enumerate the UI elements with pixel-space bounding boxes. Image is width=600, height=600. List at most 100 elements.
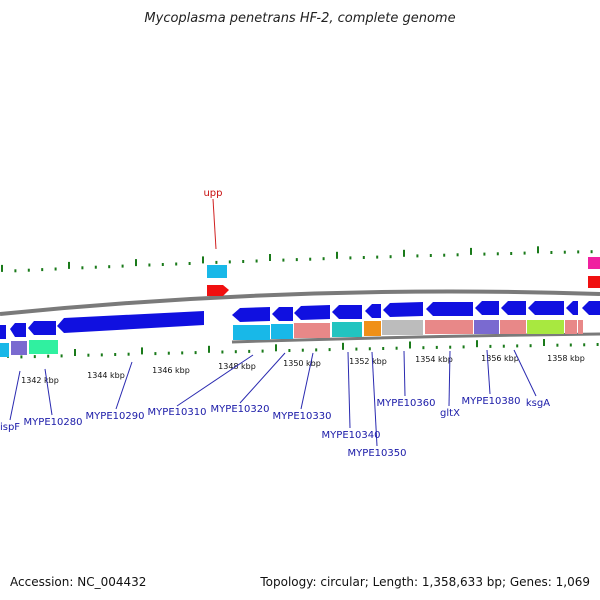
- cog-block-edge: [588, 257, 600, 269]
- cog-block: [271, 324, 293, 339]
- minor-tick: [496, 252, 499, 256]
- minor-tick: [328, 348, 331, 352]
- connector-MYPE10380: [486, 349, 491, 395]
- scale-labels: 1342 kbp 1344 kbp 1346 kbp 1348 kbp 1350…: [21, 354, 585, 385]
- minor-tick: [583, 343, 586, 347]
- minor-tick: [228, 260, 231, 264]
- major-tick: [336, 251, 338, 259]
- minor-tick: [596, 343, 599, 346]
- minor-tick: [154, 352, 157, 356]
- connector-MYPE10360: [403, 350, 406, 397]
- gene-label-gltX: gltX: [440, 408, 460, 419]
- cds-arrow: [582, 301, 600, 315]
- gene-label-MYPE10310: MYPE10310: [148, 407, 207, 418]
- major-tick: [68, 261, 70, 269]
- minor-tick: [221, 350, 224, 354]
- minor-tick: [529, 344, 532, 348]
- minor-tick: [309, 257, 312, 261]
- minor-tick: [322, 257, 325, 261]
- minor-tick: [20, 355, 23, 359]
- minor-tick: [261, 349, 264, 353]
- minor-tick: [54, 267, 57, 271]
- cds-arrow: [57, 311, 204, 333]
- minor-tick: [60, 354, 63, 358]
- minor-tick: [563, 250, 566, 254]
- scale-label: 1342 kbp: [21, 376, 59, 385]
- minor-tick: [234, 350, 237, 354]
- gene-label-MYPE10320: MYPE10320: [211, 404, 270, 415]
- minor-tick: [114, 353, 117, 356]
- scale-label: 1356 kbp: [481, 354, 519, 363]
- minor-tick: [462, 345, 465, 349]
- minor-tick: [395, 346, 398, 350]
- cog-block-upp: [207, 265, 227, 278]
- minor-tick: [489, 344, 492, 348]
- minor-tick: [449, 345, 452, 349]
- major-tick: [208, 345, 210, 353]
- minor-tick: [27, 268, 30, 272]
- gene-label-MYPE10360: MYPE10360: [377, 398, 436, 409]
- major-tick: [342, 342, 344, 350]
- minor-tick: [161, 263, 164, 266]
- major-tick: [275, 344, 277, 352]
- major-tick: [476, 340, 478, 348]
- cog-blocks: [0, 320, 583, 357]
- cog-block: [364, 321, 381, 336]
- minor-tick: [215, 260, 218, 264]
- cog-block: [474, 320, 499, 334]
- minor-tick: [590, 250, 593, 254]
- minor-tick: [194, 351, 197, 355]
- major-tick: [403, 249, 405, 257]
- cds-arrow: [28, 321, 56, 335]
- gene-label-ispF: ispF: [0, 422, 20, 433]
- scale-label: 1344 kbp: [87, 371, 125, 380]
- genome-backbone: [0, 289, 600, 316]
- cog-block: [233, 325, 270, 340]
- cog-block: [294, 323, 330, 338]
- connector-MYPE10280: [44, 368, 53, 416]
- minor-tick: [121, 264, 124, 268]
- minor-tick: [569, 343, 572, 347]
- minor-tick: [108, 265, 111, 269]
- minor-tick: [255, 259, 258, 263]
- cog-block: [500, 320, 526, 334]
- minor-tick: [175, 262, 178, 266]
- inner-ticks: [7, 339, 599, 359]
- minor-tick: [362, 256, 365, 259]
- gene-label-upp: upp: [203, 188, 222, 199]
- minor-tick: [368, 347, 371, 351]
- genome-summary-text: Topology: circular; Length: 1,358,633 bp…: [259, 575, 590, 589]
- minor-tick: [167, 351, 170, 355]
- cog-block: [565, 320, 577, 334]
- gene-label-MYPE10290: MYPE10290: [86, 411, 145, 422]
- minor-tick: [483, 252, 486, 256]
- outer-ticks: [1, 246, 593, 273]
- accession-text: Accession: NC_004432: [10, 575, 146, 589]
- connector-MYPE10310: [176, 354, 254, 407]
- minor-tick: [422, 346, 425, 350]
- minor-tick: [516, 344, 519, 348]
- gene-label-MYPE10340: MYPE10340: [322, 430, 381, 441]
- major-tick: [409, 341, 411, 349]
- cds-arrow: [10, 323, 26, 337]
- cds-upp: [207, 285, 229, 296]
- minor-tick: [33, 355, 36, 359]
- minor-tick: [389, 255, 392, 259]
- connector-MYPE10340: [347, 351, 351, 429]
- minor-tick: [288, 349, 291, 352]
- scale-label: 1354 kbp: [415, 355, 453, 364]
- cds-arrow: [426, 302, 473, 316]
- major-tick: [537, 246, 539, 254]
- cog-block: [29, 340, 58, 354]
- scale-label: 1350 kbp: [283, 359, 321, 368]
- minor-tick: [510, 252, 513, 255]
- major-tick: [470, 247, 472, 255]
- major-tick: [202, 256, 204, 264]
- cog-block: [578, 320, 583, 334]
- gene-label-MYPE10330: MYPE10330: [273, 411, 332, 422]
- major-tick: [141, 347, 143, 355]
- minor-tick: [242, 260, 245, 263]
- cds-arrow: [475, 301, 499, 315]
- cds-arrow: [272, 307, 293, 321]
